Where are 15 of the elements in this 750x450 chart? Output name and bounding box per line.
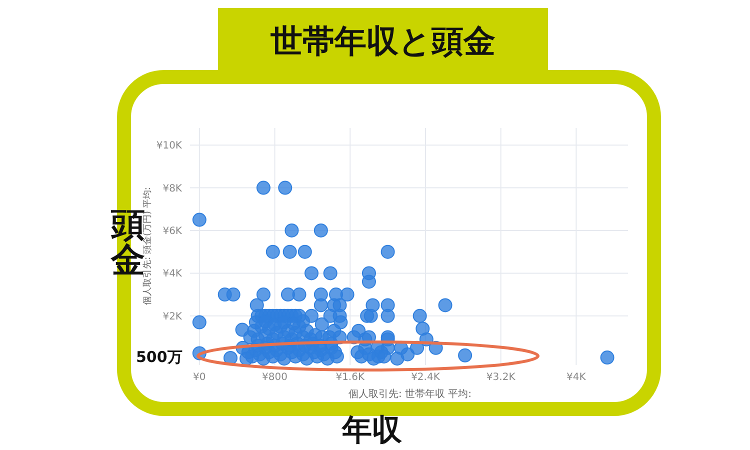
y-tick-label: ¥6K: [162, 226, 182, 237]
y-tick-label: ¥8K: [162, 183, 182, 194]
x-tick-label: ¥4K: [566, 372, 586, 383]
text: 年収: [341, 413, 403, 448]
text: 500万: [136, 348, 182, 366]
x-tick-label: ¥800: [262, 372, 288, 383]
x-tick-label: ¥2.4K: [411, 372, 440, 383]
y-tick-label: ¥4K: [162, 268, 182, 280]
x-tick-label: ¥1.6K: [336, 372, 365, 383]
y-tick-label: ¥10K: [156, 140, 182, 152]
y-tick-label: ¥2K: [162, 311, 182, 322]
x-tick-label: ¥3.2K: [486, 372, 516, 383]
x-axis-title: 個人取引先: 世帯年収 平均:: [348, 388, 472, 400]
x-tick-label: ¥0: [193, 372, 206, 383]
chart-title: 世帯年収と頭金: [270, 22, 496, 60]
